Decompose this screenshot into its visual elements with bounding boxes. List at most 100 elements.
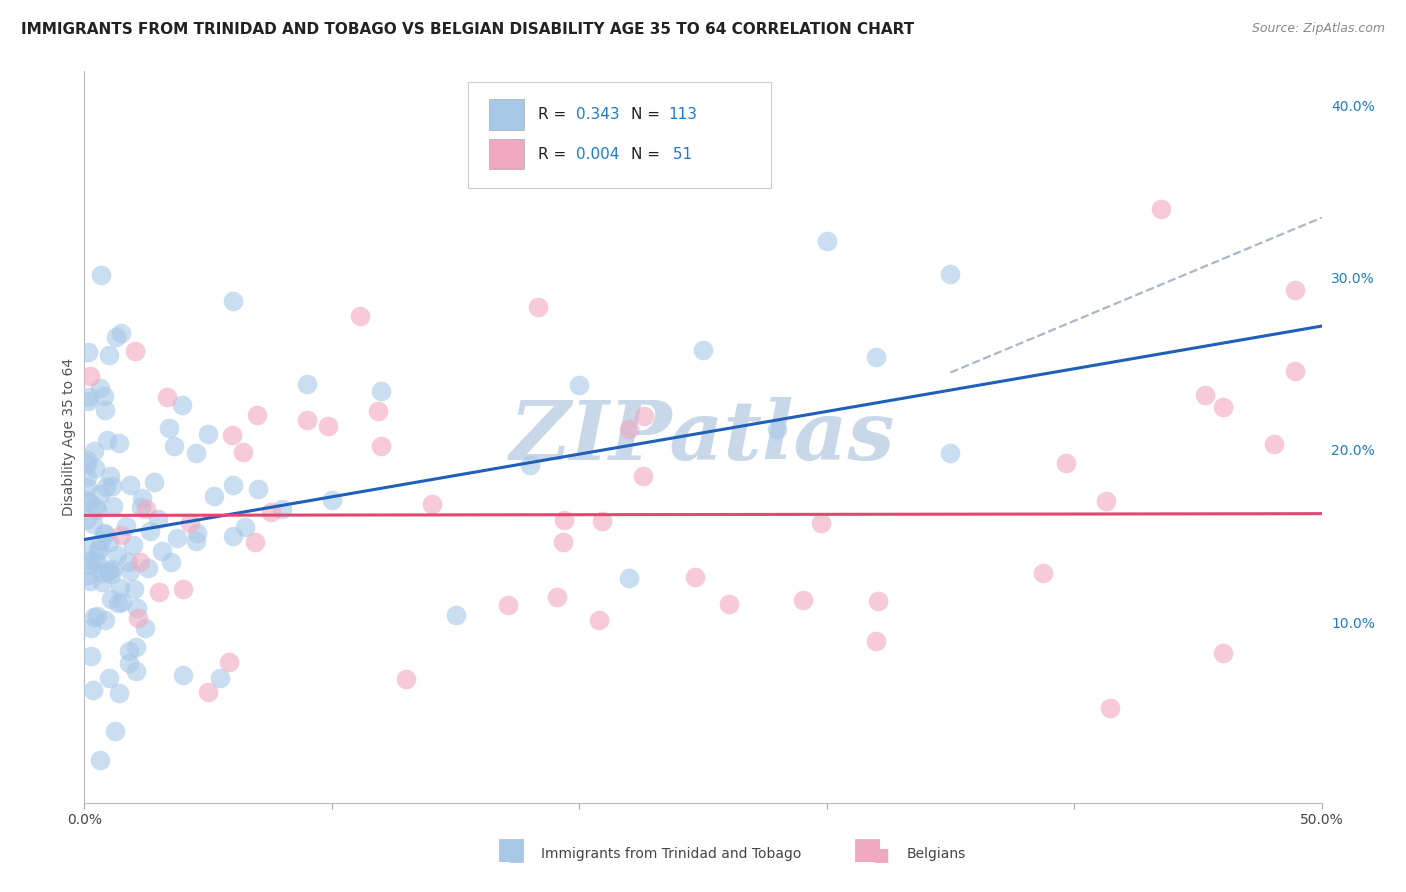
Point [101,499,124,513]
Point [98,534,121,549]
Point [865,633,887,648]
Point [135,502,157,516]
Point [631,469,654,483]
Point [243,535,266,549]
Point [79,369,101,384]
Point [1054,456,1077,470]
FancyBboxPatch shape [468,82,770,188]
Point [110,326,132,340]
Point [84,461,107,475]
Point [172,582,194,596]
Text: 0.343: 0.343 [575,107,619,122]
Point [76,453,98,467]
Point [1284,283,1306,297]
Point [588,613,610,627]
Point [105,549,128,563]
Text: ▪: ▪ [506,839,524,868]
Point [93,613,115,627]
Point [232,445,254,459]
Point [939,446,962,460]
Point [692,343,714,357]
Point [84,554,107,568]
Text: N =: N = [631,107,665,122]
Point [120,564,142,578]
Point [1212,400,1234,414]
Point [90,533,112,548]
Point [222,478,245,492]
Point [77,344,100,359]
Point [186,526,208,541]
Point [96,433,118,447]
Point [91,574,114,589]
Point [321,492,343,507]
Point [107,686,129,700]
Point [370,384,392,399]
Text: R =: R = [538,146,572,161]
Point [519,458,541,473]
Point [553,513,575,527]
Point [260,505,283,519]
Point [105,329,128,343]
Point [568,378,591,392]
Point [100,567,122,582]
Point [127,601,149,615]
Point [865,350,887,364]
Point [444,607,467,622]
Point [166,531,188,545]
Point [551,535,574,549]
Point [122,538,145,552]
Point [233,519,256,533]
Point [80,648,103,663]
Point [170,398,193,412]
Point [810,516,832,530]
Point [87,542,110,557]
Point [80,622,103,636]
Point [1094,494,1116,508]
Point [160,555,183,569]
Point [100,592,122,607]
Point [496,599,519,613]
Text: Source: ZipAtlas.com: Source: ZipAtlas.com [1251,22,1385,36]
Text: ZIPatlas: ZIPatlas [510,397,896,477]
Point [295,377,318,392]
Bar [489,138,523,169]
Point [792,593,814,607]
Point [93,389,115,403]
Point [271,502,294,516]
Point [100,468,122,483]
Point [1032,566,1054,580]
Point [89,753,111,767]
Point [76,512,98,526]
Y-axis label: Disability Age 35 to 64: Disability Age 35 to 64 [62,358,76,516]
Point [146,512,169,526]
Point [129,500,152,515]
Point [197,685,219,699]
Point [124,344,146,359]
Text: 0.004: 0.004 [575,146,619,161]
Point [79,552,101,566]
Bar [489,99,523,130]
Point [100,478,122,492]
Point [395,672,418,686]
Text: 51: 51 [668,146,693,161]
Point [101,562,124,576]
Text: ▪: ▪ [872,839,890,868]
Point [367,404,389,418]
Point [118,478,141,492]
Point [96,480,118,494]
Point [114,519,136,533]
Point [633,409,655,423]
Point [87,556,110,570]
Point [163,439,186,453]
Point [197,427,219,442]
Point [1098,701,1121,715]
Point [89,487,111,501]
Point [222,529,245,543]
Point [246,408,269,422]
Point [76,568,98,582]
Point [295,413,318,427]
Text: IMMIGRANTS FROM TRINIDAD AND TOBAGO VS BELGIAN DISABILITY AGE 35 TO 64 CORRELATI: IMMIGRANTS FROM TRINIDAD AND TOBAGO VS B… [21,22,914,37]
Point [868,594,890,608]
Point [125,664,148,678]
Point [93,526,115,541]
